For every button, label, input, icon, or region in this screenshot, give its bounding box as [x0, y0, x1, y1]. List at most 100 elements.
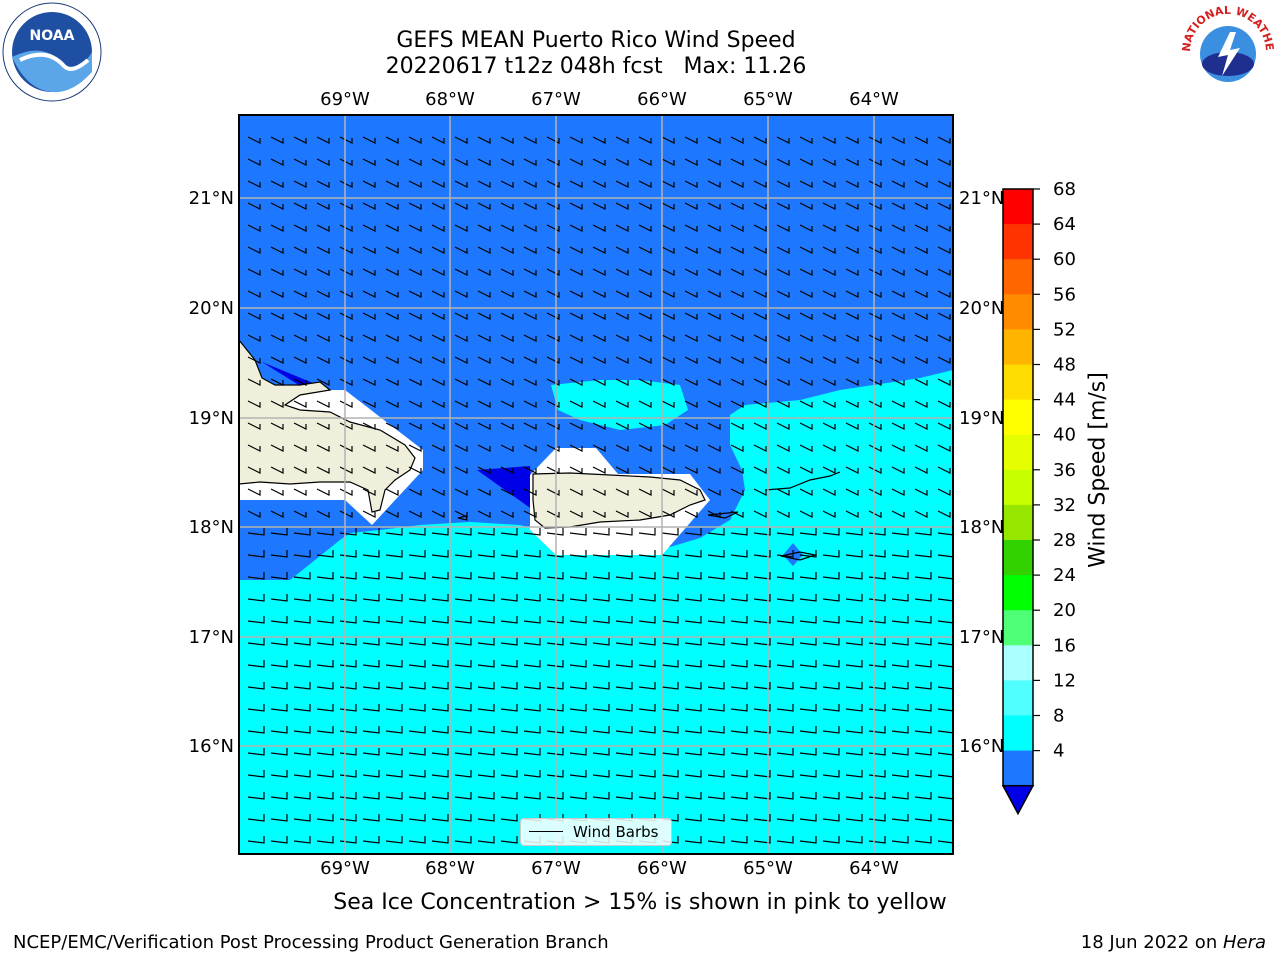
wind-barb [247, 334, 261, 342]
wind-barb [431, 594, 449, 602]
wind-barb [408, 814, 426, 822]
wind-barb [891, 334, 905, 342]
wind-barb [339, 334, 353, 342]
wind-barb [431, 704, 449, 712]
wind-barb [362, 312, 376, 320]
wind-barb [500, 814, 518, 822]
wind-barb [500, 528, 518, 536]
wind-barb [454, 334, 468, 342]
wind-barb [914, 682, 932, 690]
wind-barb [431, 528, 449, 536]
wind-barb [247, 770, 265, 778]
wind-barb [592, 268, 606, 276]
wind-barb [707, 290, 721, 298]
colorbar-tick-label: 24 [1053, 565, 1076, 586]
wind-barb [523, 510, 537, 518]
wind-barb [845, 660, 863, 668]
wind-barb [362, 334, 376, 342]
wind-barb [592, 510, 606, 518]
wind-barb [569, 444, 583, 452]
lat-label-right: 21°N [959, 188, 1004, 209]
wind-barb [707, 224, 721, 232]
wind-barb [615, 594, 633, 602]
wind-barb [385, 726, 403, 734]
wind-barb [523, 550, 541, 558]
wind-barb [431, 334, 445, 342]
lon-label-top: 66°W [637, 89, 687, 110]
colorbar-segment [1003, 434, 1033, 471]
wind-barb [408, 334, 422, 342]
wind-barb [822, 136, 836, 144]
wind-barb [753, 136, 767, 144]
wind-barb [546, 268, 560, 276]
wind-barb [822, 726, 840, 734]
wind-barb [730, 836, 748, 844]
wind-barb [477, 814, 495, 822]
wind-barb [914, 466, 928, 474]
wind-barb [661, 638, 679, 646]
wind-barb [799, 312, 813, 320]
wind-barb [431, 422, 445, 430]
wind-barb [293, 224, 307, 232]
wind-barb [684, 660, 702, 668]
wind-barb [362, 682, 380, 690]
wind-barb [822, 202, 836, 210]
colorbar-tick-label: 36 [1053, 460, 1076, 481]
wind-barb [454, 422, 468, 430]
wind-barb [431, 290, 445, 298]
wind-barb [776, 356, 790, 364]
wind-barb [293, 748, 311, 756]
wind-barb [500, 180, 514, 188]
colorbar-segment [1003, 294, 1033, 330]
wind-barb [799, 726, 817, 734]
wind-barb [707, 180, 721, 188]
wind-barb [615, 356, 629, 364]
wind-barb [316, 704, 334, 712]
wind-barb [454, 792, 472, 800]
wind-barb [592, 444, 606, 452]
wind-barb [707, 202, 721, 210]
wind-barb [523, 616, 541, 624]
wind-barb [776, 660, 794, 668]
wind-barb [270, 246, 284, 254]
wind-barb [753, 528, 771, 536]
wind-barb [293, 422, 307, 430]
wind-barb [270, 660, 288, 668]
wind-barb [845, 246, 859, 254]
wind-barb [707, 528, 725, 536]
wind-barb [638, 378, 652, 386]
wind-barb [799, 158, 813, 166]
wind-barb [799, 572, 817, 580]
wind-barb [684, 246, 698, 254]
wind-barb [753, 356, 767, 364]
wind-barb [270, 748, 288, 756]
wind-barb [500, 334, 514, 342]
wind-barb [523, 594, 541, 602]
wind-barb [914, 660, 932, 668]
wind-barb [316, 572, 334, 580]
colorbar-segment [1003, 329, 1033, 365]
wind-barb [937, 422, 951, 430]
wind-barb [707, 246, 721, 254]
wind-barb [477, 704, 495, 712]
wind-barb [362, 594, 380, 602]
wind-barb [707, 550, 725, 558]
gridlines [239, 115, 953, 854]
wind-barb [546, 704, 564, 712]
wind-barb [661, 158, 675, 166]
wind-barb [845, 748, 863, 756]
wind-barb [247, 528, 265, 536]
wind-barb [385, 814, 403, 822]
footer-branch: NCEP/EMC/Verification Post Processing Pr… [13, 932, 609, 953]
wind-barb [546, 792, 564, 800]
wind-barb [822, 748, 840, 756]
wind-barb [408, 726, 426, 734]
wind-barb [845, 814, 863, 822]
wind-barb [546, 312, 560, 320]
wind-barb [684, 378, 698, 386]
wind-barb [293, 594, 311, 602]
wind-barb [661, 726, 679, 734]
wind-barb [730, 356, 744, 364]
wind-barb [822, 660, 840, 668]
wind-barb [868, 356, 882, 364]
